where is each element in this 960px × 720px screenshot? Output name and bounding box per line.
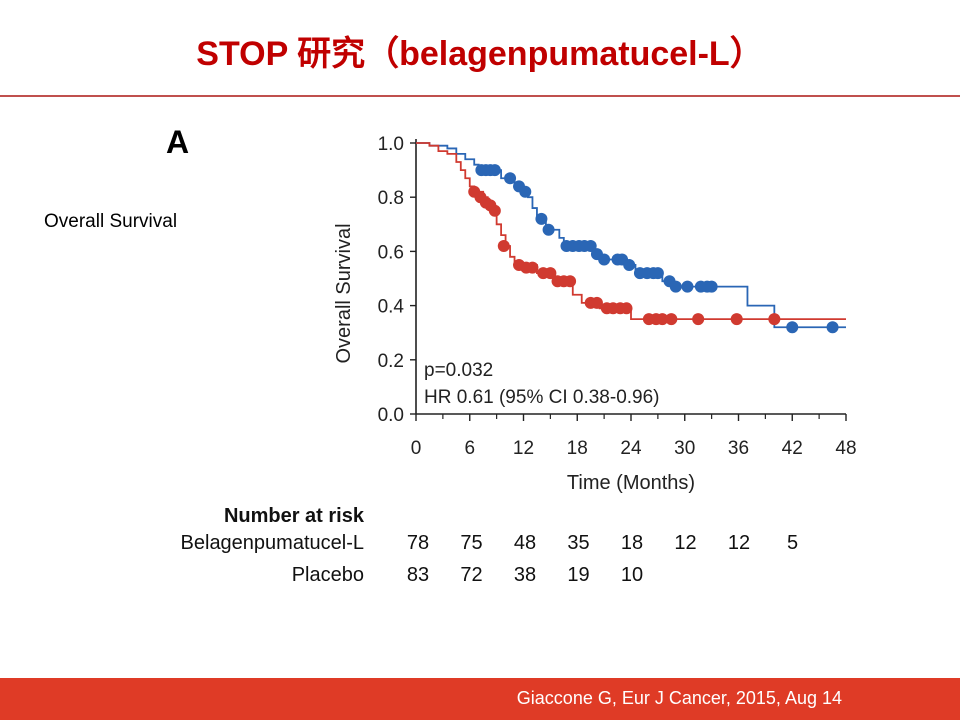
risk-row-label: Placebo	[292, 564, 364, 586]
risk-row-label: Belagenpumatucel-L	[181, 532, 364, 554]
risk-cell: 12	[674, 532, 696, 554]
x-tick-label: 0	[411, 438, 422, 459]
x-axis-label: Time (Months)	[567, 472, 695, 494]
x-tick-label: 30	[674, 438, 695, 459]
chart-axes: 0.0 0.2 0.4 0.6 0.8 1.0 0 6 12 18 24 30 36 42 48	[378, 134, 857, 459]
risk-cell: 10	[621, 564, 643, 586]
censor-mark	[504, 172, 517, 185]
censor-mark	[544, 267, 557, 280]
hazard-ratio-annotation: HR 0.61 (95% CI 0.38-0.96)	[424, 387, 660, 408]
risk-cell: 12	[728, 532, 750, 554]
censor-mark	[488, 204, 501, 217]
y-tick-label: 1.0	[378, 134, 404, 155]
y-tick-label: 0.6	[378, 242, 404, 263]
x-tick-label: 36	[728, 438, 749, 459]
censor-mark	[826, 321, 839, 334]
x-tick-label: 48	[835, 438, 856, 459]
risk-cell: 38	[514, 564, 536, 586]
censor-mark	[786, 321, 799, 334]
censor-mark	[681, 280, 694, 293]
risk-cell: 78	[407, 532, 429, 554]
censor-mark	[669, 280, 682, 293]
censor-mark	[651, 267, 664, 280]
panel-label: A	[166, 124, 190, 160]
risk-cell: 5	[787, 532, 798, 554]
footer-citation: Giaccone G, Eur J Cancer, 2015, Aug 14	[516, 688, 842, 708]
y-tick-label: 0.2	[378, 351, 404, 372]
censor-mark	[584, 239, 597, 252]
x-tick-label: 18	[567, 438, 588, 459]
censor-mark	[620, 302, 633, 315]
censor-mark	[730, 313, 743, 326]
y-tick-label: 0.0	[378, 405, 404, 426]
censor-mark	[488, 164, 501, 177]
side-label: Overall Survival	[44, 211, 178, 232]
chart-censor-marks	[468, 164, 839, 334]
censor-mark	[598, 253, 611, 266]
censor-mark	[623, 258, 636, 271]
censor-mark	[768, 313, 781, 326]
x-tick-label: 24	[620, 438, 642, 459]
censor-mark	[692, 313, 705, 326]
km-chart: 0.0 0.2 0.4 0.6 0.8 1.0 0 6 12 18 24 30 36 42 48 Overa…	[181, 134, 857, 586]
censor-mark	[542, 223, 555, 236]
censor-mark	[705, 280, 718, 293]
chart-labels: Overall Survival Time (Months) p=0.032 H…	[333, 223, 695, 494]
footer-bar: Giaccone G, Eur J Cancer, 2015, Aug 14	[0, 678, 960, 720]
censor-mark	[497, 239, 510, 252]
title-divider	[0, 95, 960, 97]
x-tick-label: 12	[513, 438, 534, 459]
censor-mark	[590, 296, 603, 309]
y-axis-label: Overall Survival	[333, 223, 355, 363]
risk-cell: 75	[460, 532, 482, 554]
x-tick-label: 42	[782, 438, 803, 459]
censor-mark	[564, 275, 577, 288]
y-tick-label: 0.4	[378, 297, 405, 318]
risk-table: Number at risk Belagenpumatucel-L 78 75 48 3…	[181, 505, 799, 586]
p-value-annotation: p=0.032	[424, 360, 493, 381]
risk-cell: 72	[460, 564, 482, 586]
risk-cell: 48	[514, 532, 536, 554]
y-tick-label: 0.8	[378, 188, 404, 209]
censor-mark	[665, 313, 678, 326]
censor-mark	[535, 212, 548, 225]
risk-cell: 83	[407, 564, 429, 586]
risk-table-heading: Number at risk	[224, 505, 365, 527]
censor-mark	[519, 185, 532, 198]
censor-mark	[656, 313, 669, 326]
risk-cell: 35	[567, 532, 589, 554]
risk-cell: 19	[567, 564, 589, 586]
x-tick-label: 6	[464, 438, 475, 459]
risk-cell: 18	[621, 532, 643, 554]
censor-mark	[526, 261, 539, 274]
slide-title: STOP 研究（belagenpumatucel-L）	[196, 35, 764, 73]
